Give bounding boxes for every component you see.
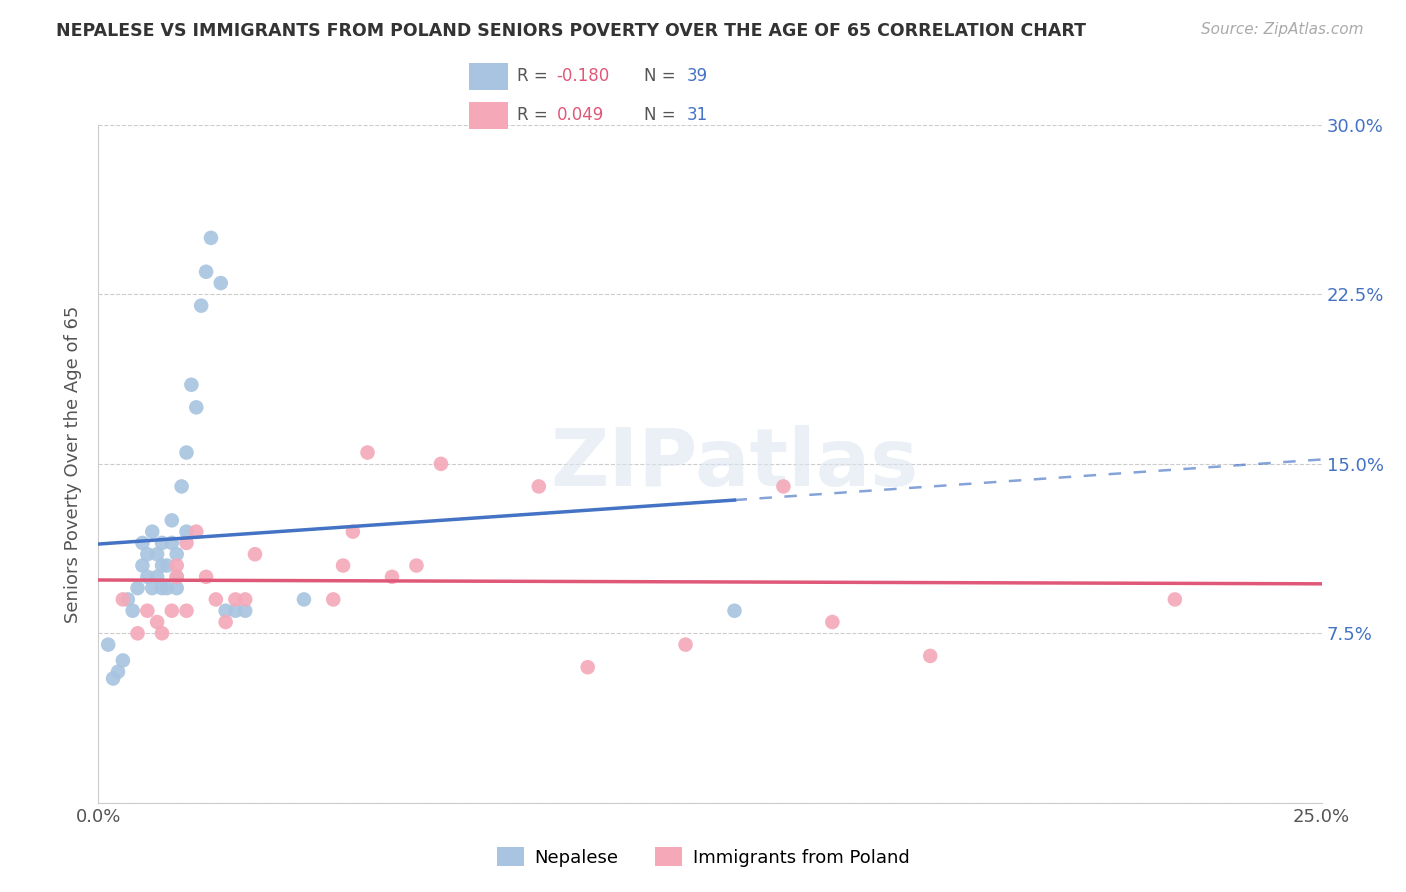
Point (214, 615, 236, 629)
Point (160, 604, 183, 618)
Text: NEPALESE VS IMMIGRANTS FROM POLAND SENIORS POVERTY OVER THE AGE OF 65 CORRELATIO: NEPALESE VS IMMIGRANTS FROM POLAND SENIO… (56, 22, 1087, 40)
Point (136, 547, 159, 561)
Point (111, 653, 134, 667)
Point (430, 457, 453, 471)
Point (920, 648, 942, 663)
Point (117, 592, 139, 607)
Point (150, 581, 173, 595)
Y-axis label: Seniors Poverty Over the Age of 65: Seniors Poverty Over the Age of 65 (65, 305, 83, 623)
Point (292, 592, 315, 607)
Point (214, 604, 236, 618)
Point (186, 401, 208, 415)
Point (200, 231, 222, 245)
Point (675, 638, 697, 652)
Point (527, 479, 550, 493)
Point (146, 570, 169, 584)
Point (224, 592, 246, 607)
Point (405, 558, 427, 573)
Point (97, 638, 120, 652)
Text: 39: 39 (686, 68, 707, 86)
Point (576, 660, 599, 674)
Point (190, 299, 212, 313)
Point (195, 265, 218, 279)
Legend: Nepalese, Immigrants from Poland: Nepalese, Immigrants from Poland (489, 840, 917, 874)
Point (1164, 592, 1187, 607)
Text: ZIPatlas: ZIPatlas (550, 425, 918, 503)
Text: R =: R = (517, 106, 554, 124)
Point (176, 445, 198, 459)
Point (136, 604, 159, 618)
Point (723, 604, 745, 618)
Point (176, 524, 198, 539)
Bar (470, 62, 509, 90)
Point (156, 581, 179, 595)
Text: Source: ZipAtlas.com: Source: ZipAtlas.com (1201, 22, 1364, 37)
Text: N =: N = (644, 106, 682, 124)
Point (127, 626, 149, 640)
Point (141, 581, 163, 595)
Text: -0.180: -0.180 (557, 68, 610, 86)
Point (170, 479, 193, 493)
Point (195, 570, 218, 584)
Point (332, 558, 354, 573)
Point (186, 524, 208, 539)
Point (381, 570, 404, 584)
Point (205, 592, 228, 607)
Point (209, 276, 232, 290)
Point (131, 536, 153, 550)
Point (160, 513, 183, 527)
Point (111, 592, 134, 607)
Point (156, 558, 179, 573)
Point (166, 547, 188, 561)
Bar (470, 102, 509, 129)
Point (141, 524, 163, 539)
Point (121, 604, 143, 618)
Text: N =: N = (644, 68, 682, 86)
Point (166, 581, 188, 595)
Point (136, 570, 159, 584)
Point (342, 524, 364, 539)
Point (176, 604, 198, 618)
Point (176, 536, 198, 550)
Point (166, 558, 188, 573)
Point (150, 626, 173, 640)
Point (772, 479, 794, 493)
Point (101, 672, 124, 686)
Point (150, 558, 173, 573)
Point (356, 445, 378, 459)
Point (166, 570, 188, 584)
Point (160, 536, 183, 550)
Point (131, 558, 153, 573)
Point (150, 536, 173, 550)
Point (146, 615, 169, 629)
Text: 31: 31 (686, 106, 709, 124)
Point (233, 604, 256, 618)
Point (224, 604, 246, 618)
Point (107, 665, 129, 679)
Point (127, 581, 149, 595)
Text: 0.049: 0.049 (557, 106, 605, 124)
Point (322, 592, 344, 607)
Text: R =: R = (517, 68, 554, 86)
Point (146, 547, 169, 561)
Point (180, 377, 202, 392)
Point (243, 547, 266, 561)
Point (821, 615, 844, 629)
Point (166, 570, 188, 584)
Point (233, 592, 256, 607)
